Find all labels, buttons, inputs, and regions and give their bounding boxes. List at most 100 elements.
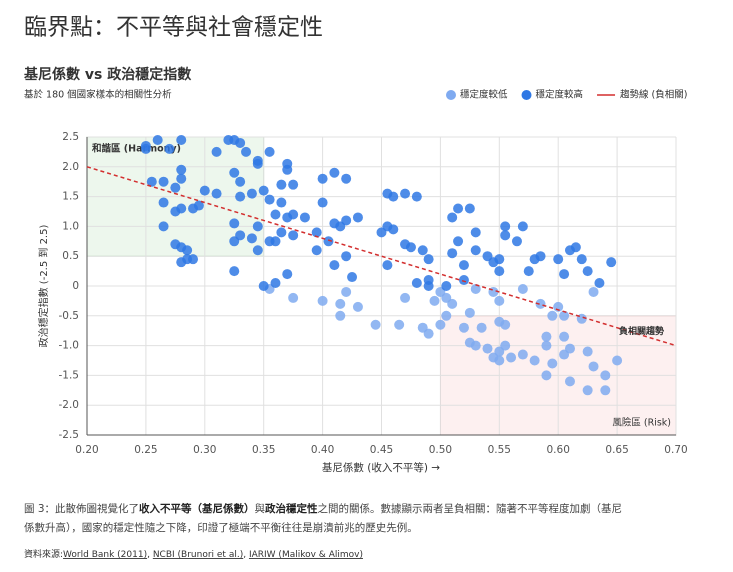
- data-point: [158, 197, 169, 208]
- caption-line: 係數升高），國家的穩定性隨之下降，印證了極端不平衡往往是崩潰前兆的歷史先例。: [24, 521, 418, 534]
- region-label: 和諧區 (Harmony): [91, 143, 181, 155]
- data-point: [276, 179, 287, 190]
- region-label: 風險區 (Risk): [612, 417, 671, 429]
- data-point: [158, 176, 169, 187]
- y-tick-label: 0: [72, 280, 79, 292]
- source-link[interactable]: World Bank (2011): [63, 550, 147, 560]
- data-point: [541, 331, 552, 342]
- data-point: [299, 212, 310, 223]
- data-point: [482, 343, 493, 354]
- y-tick-label: 1.5: [62, 191, 79, 203]
- data-point: [241, 146, 252, 157]
- data-point: [447, 298, 458, 309]
- data-point: [411, 278, 422, 289]
- data-point: [323, 236, 334, 247]
- source-link[interactable]: IARIW (Malikov & Alimov): [249, 550, 363, 560]
- data-point: [417, 245, 428, 256]
- data-point: [229, 167, 240, 178]
- data-point: [447, 248, 458, 259]
- data-point: [435, 319, 446, 330]
- x-tick-label: 0.25: [134, 444, 157, 456]
- data-point: [352, 301, 363, 312]
- x-tick-label: 0.35: [252, 444, 275, 456]
- data-point: [176, 173, 187, 184]
- data-point: [500, 230, 511, 241]
- data-point: [264, 194, 275, 205]
- caption-segment: 圖 3：此散佈圖視覺化了: [24, 502, 139, 515]
- data-point: [470, 340, 481, 351]
- y-tick-label: -2.5: [59, 429, 80, 441]
- data-point: [288, 179, 299, 190]
- y-tick-label: -2.0: [59, 399, 80, 411]
- data-point: [264, 146, 275, 157]
- caption-segment: 與: [255, 502, 266, 515]
- sources: 資料來源:World Bank (2011), NCBI (Brunori et…: [24, 548, 363, 560]
- data-point: [170, 182, 181, 193]
- data-point: [559, 310, 570, 321]
- data-point: [164, 143, 175, 154]
- data-point: [470, 245, 481, 256]
- data-point: [612, 355, 623, 366]
- data-point: [329, 167, 340, 178]
- data-point: [388, 191, 399, 202]
- data-point: [458, 275, 469, 286]
- data-point: [276, 197, 287, 208]
- data-point: [529, 355, 540, 366]
- data-point: [252, 245, 263, 256]
- page-title: 臨界點：不平等與社會穩定性: [24, 15, 323, 41]
- data-point: [394, 319, 405, 330]
- data-point: [553, 254, 564, 265]
- x-axis-label: 基尼係數 (收入不平等) →: [322, 461, 440, 474]
- trend-label: 負相關趨勢: [619, 325, 664, 337]
- data-point: [176, 203, 187, 214]
- data-point: [317, 173, 328, 184]
- data-point: [288, 292, 299, 303]
- data-point: [441, 281, 452, 291]
- data-point: [453, 203, 464, 214]
- data-point: [553, 301, 564, 312]
- y-tick-label: 2.0: [62, 161, 79, 173]
- data-point: [188, 254, 199, 265]
- x-tick-label: 0.60: [547, 444, 570, 456]
- caption-segment: 收入不平等（基尼係數）: [139, 502, 255, 515]
- data-point: [600, 385, 611, 396]
- data-point: [500, 340, 511, 351]
- data-point: [523, 266, 534, 277]
- data-point: [140, 143, 151, 154]
- data-point: [447, 212, 458, 223]
- data-point: [494, 355, 505, 366]
- data-point: [370, 319, 381, 330]
- data-point: [229, 236, 240, 247]
- data-point: [246, 188, 257, 199]
- data-point: [594, 278, 605, 289]
- data-point: [476, 322, 487, 333]
- data-point: [335, 298, 346, 309]
- data-point: [535, 298, 546, 309]
- data-point: [282, 158, 293, 169]
- sources-separator: ,: [147, 550, 153, 560]
- data-point: [400, 292, 411, 303]
- data-point: [588, 286, 599, 297]
- source-link[interactable]: NCBI (Brunori et al.): [153, 550, 243, 560]
- data-point: [352, 212, 363, 223]
- x-tick-label: 0.30: [193, 444, 216, 456]
- data-point: [494, 316, 505, 327]
- data-point: [341, 286, 352, 297]
- legend-label: 趨勢線 (負相關): [620, 89, 687, 101]
- data-point: [146, 176, 157, 187]
- data-point: [458, 322, 469, 333]
- data-point: [317, 295, 328, 306]
- data-point: [317, 197, 328, 208]
- data-point: [582, 346, 593, 357]
- data-point: [588, 361, 599, 372]
- data-point: [335, 310, 346, 321]
- data-point: [535, 251, 546, 262]
- y-axis-label: 政治穩定指數 (-2.5 到 2.5): [37, 225, 50, 348]
- data-point: [235, 191, 246, 202]
- data-point: [500, 221, 511, 232]
- data-point: [329, 260, 340, 271]
- data-point: [606, 257, 617, 268]
- data-point: [347, 272, 358, 283]
- data-point: [270, 209, 281, 220]
- data-point: [176, 257, 187, 268]
